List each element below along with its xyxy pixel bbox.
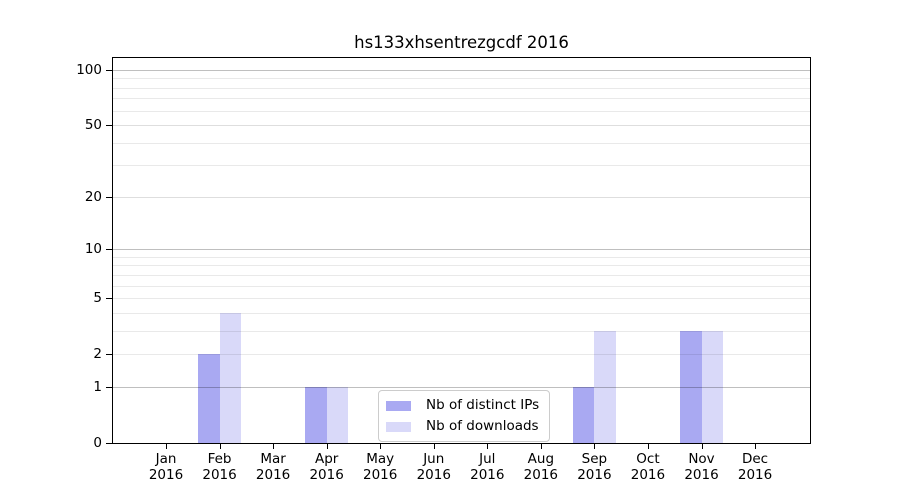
bar-sep-series1	[594, 330, 616, 443]
y-tick-label: 50	[84, 117, 102, 134]
x-tick-label: Oct 2016	[630, 451, 666, 483]
legend: Nb of distinct IPs Nb of downloads	[378, 390, 551, 442]
gridline-mid	[113, 125, 810, 127]
x-tick-mark	[594, 443, 596, 449]
x-tick-mark	[219, 443, 221, 449]
x-tick-label: May 2016	[363, 451, 398, 483]
legend-swatch-downloads-icon	[386, 421, 411, 432]
x-tick-label: Dec 2016	[737, 451, 773, 483]
legend-item-downloads: Nb of downloads	[386, 418, 539, 435]
x-tick-mark	[273, 443, 275, 449]
gridline-minor	[113, 98, 810, 100]
x-tick-label: Apr 2016	[309, 451, 344, 483]
x-tick-mark	[647, 443, 649, 449]
y-tick-label: 0	[93, 435, 102, 451]
x-tick-mark	[540, 443, 542, 449]
y-tick-mark	[106, 354, 113, 356]
gridline-minor	[113, 142, 810, 144]
y-tick-mark	[106, 249, 113, 251]
x-tick-mark	[755, 443, 757, 449]
gridline-minor	[113, 87, 810, 89]
bar-feb-series0	[198, 354, 220, 443]
gridline-minor	[113, 298, 810, 300]
gridline-minor	[113, 312, 810, 314]
y-tick-label: 100	[76, 61, 102, 78]
y-tick-label: 20	[84, 188, 102, 205]
x-tick-mark	[701, 443, 703, 449]
y-tick-mark	[106, 298, 113, 300]
gridline-mid	[113, 196, 810, 198]
x-tick-label: Nov 2016	[684, 451, 719, 483]
x-tick-label: Feb 2016	[202, 451, 237, 483]
legend-label-downloads: Nb of downloads	[426, 418, 539, 434]
x-tick-mark	[433, 443, 435, 449]
legend-item-distinct-ips: Nb of distinct IPs	[386, 397, 539, 414]
y-tick-label: 1	[93, 378, 102, 395]
x-tick-label: Sep 2016	[577, 451, 612, 483]
x-tick-mark	[487, 443, 489, 449]
gridline-minor	[113, 165, 810, 167]
x-tick-label: Mar 2016	[255, 451, 291, 483]
bar-nov-series1	[701, 330, 723, 443]
x-tick-label: Jan 2016	[148, 451, 184, 483]
bar-apr-series1	[326, 386, 349, 443]
y-tick-mark	[106, 386, 113, 388]
legend-label-distinct-ips: Nb of distinct IPs	[426, 397, 540, 413]
y-tick-label: 2	[93, 346, 102, 363]
y-tick-mark	[106, 69, 113, 71]
plot-area	[112, 57, 811, 444]
bar-sep-series0	[572, 386, 595, 443]
gridline-minor	[113, 285, 810, 287]
gridline-major	[113, 69, 810, 71]
bar-feb-series1	[219, 312, 242, 443]
y-tick-mark	[106, 125, 113, 127]
y-tick-label: 5	[93, 290, 102, 307]
y-tick-label: 10	[84, 241, 102, 258]
gridline-minor	[113, 110, 810, 112]
bar-apr-series0	[305, 386, 327, 443]
gridline-minor	[113, 256, 810, 258]
gridline-minor	[113, 78, 810, 80]
x-tick-label: Jul 2016	[470, 451, 505, 483]
legend-swatch-distinct-ips-icon	[386, 400, 411, 411]
x-tick-mark	[326, 443, 328, 449]
x-tick-label: Jun 2016	[416, 451, 451, 483]
x-tick-label: Aug 2016	[523, 451, 559, 483]
x-tick-mark	[166, 443, 167, 449]
gridline-minor	[113, 265, 810, 267]
y-tick-mark	[106, 196, 113, 198]
bar-nov-series0	[680, 330, 702, 443]
chart-title: hs133xhsentrezgcdf 2016	[354, 33, 569, 52]
x-tick-mark	[380, 443, 382, 449]
gridline-minor	[113, 274, 810, 276]
y-tick-mark	[106, 443, 113, 444]
gridline-major	[113, 249, 810, 251]
